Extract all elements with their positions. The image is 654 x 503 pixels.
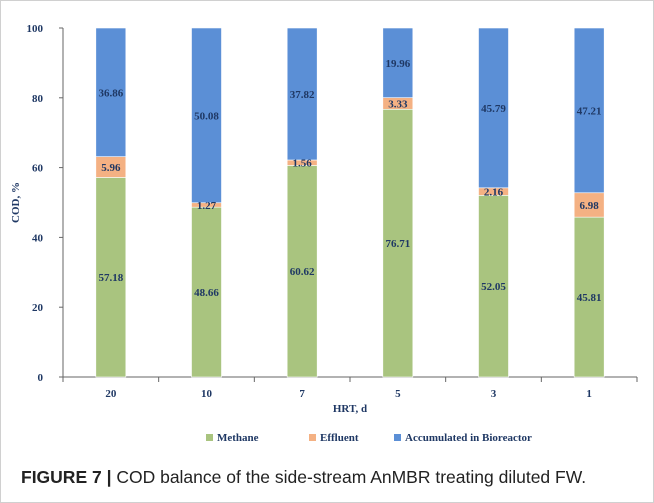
chart-value-labels: 57.18 5.96 36.86 48.66 1.27 50.08 60.62 1.56 37.…	[98, 58, 601, 304]
x-tick-label: 5	[395, 388, 401, 400]
data-label: 1.27	[197, 200, 217, 212]
figure-caption-box: FIGURE 7 | COD balance of the side-strea…	[1, 457, 653, 502]
data-label: 45.79	[481, 103, 506, 115]
y-tick-label: 60	[32, 163, 44, 175]
data-label: 36.86	[98, 87, 123, 99]
chart-bars	[95, 27, 605, 378]
data-label: 50.08	[194, 110, 219, 122]
bar-segment	[382, 108, 414, 378]
bar-segment	[382, 27, 414, 98]
y-tick-label: 80	[32, 93, 44, 105]
figure-caption-text: COD balance of the side-stream AnMBR tre…	[111, 467, 587, 487]
data-label: 6.98	[580, 200, 600, 212]
data-label: 57.18	[98, 272, 123, 284]
bar-segment	[478, 195, 509, 378]
y-axis-title: COD, %	[10, 182, 22, 223]
data-label: 60.62	[290, 266, 315, 278]
figure-caption: FIGURE 7 | COD balance of the side-strea…	[21, 467, 586, 488]
x-axis-title: HRT, d	[333, 403, 367, 415]
bar-segment	[573, 216, 605, 378]
data-label: 19.96	[385, 58, 410, 70]
bar-segment	[478, 27, 509, 189]
data-label: 76.71	[385, 238, 410, 250]
x-tick-label: 7	[299, 388, 305, 400]
data-label: 2.16	[484, 187, 504, 199]
data-label: 47.21	[577, 105, 602, 117]
data-label: 37.82	[290, 89, 315, 101]
data-label: 45.81	[577, 292, 602, 304]
data-label: 48.66	[194, 287, 219, 299]
y-tick-label: 100	[27, 23, 44, 35]
data-label: 52.05	[481, 281, 506, 293]
figure-label: FIGURE 7 |	[21, 467, 112, 487]
y-tick-label: 0	[38, 372, 44, 384]
y-tick-label: 20	[32, 302, 44, 314]
legend-label: Effluent	[320, 432, 359, 444]
legend-label: Methane	[217, 432, 259, 444]
data-label: 5.96	[101, 162, 121, 174]
bar-segment	[95, 177, 127, 378]
chart-legend: Methane Effluent Accumulated in Bioreactor	[206, 432, 532, 444]
bar-segment	[286, 165, 318, 378]
chart-axes	[62, 28, 637, 378]
legend-swatch	[309, 434, 316, 441]
data-label: 1.56	[293, 158, 313, 170]
bar-segment	[191, 27, 222, 204]
legend-swatch	[394, 434, 401, 441]
x-tick-label: 3	[491, 388, 497, 400]
x-tick-label: 1	[586, 388, 592, 400]
bar-segment	[573, 27, 605, 194]
x-tick-label: 20	[105, 388, 117, 400]
stacked-bar-chart: 57.18 5.96 36.86 48.66 1.27 50.08 60.62 1.56 37.…	[10, 23, 638, 444]
data-label: 3.33	[388, 98, 408, 110]
x-tick-label: 10	[201, 388, 213, 400]
legend-swatch	[206, 434, 213, 441]
y-tick-label: 40	[32, 232, 44, 244]
chart-ticks: 0 20 40 60 80 100 20 10 7 5 3 1	[27, 23, 638, 400]
legend-label: Accumulated in Bioreactor	[405, 432, 532, 444]
bar-segment	[286, 27, 318, 161]
bar-segment	[95, 27, 127, 157]
